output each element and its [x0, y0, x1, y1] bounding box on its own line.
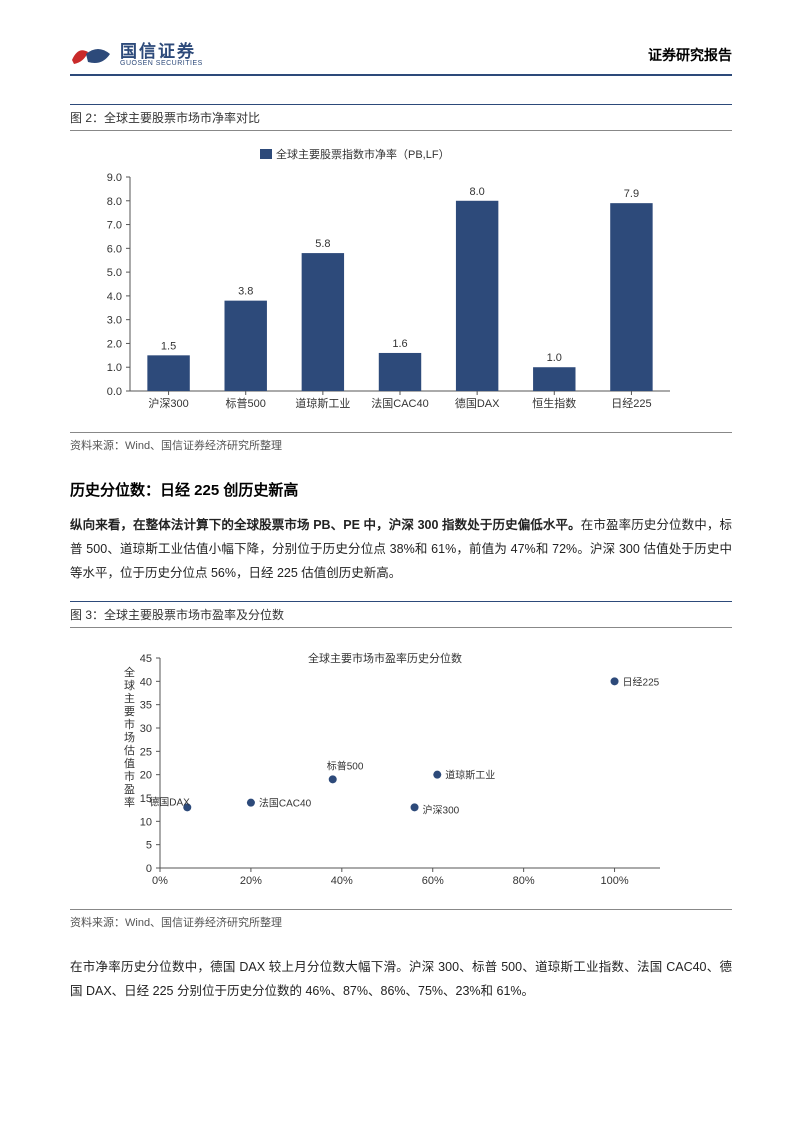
svg-text:道琼斯工业: 道琼斯工业 — [295, 396, 350, 410]
svg-text:3.8: 3.8 — [238, 286, 253, 298]
svg-text:主: 主 — [124, 692, 135, 705]
svg-text:法国CAC40: 法国CAC40 — [371, 396, 428, 410]
svg-text:值: 值 — [124, 757, 135, 770]
svg-text:日经225: 日经225 — [623, 676, 660, 689]
para-lead: 纵向来看，在整体法计算下的全球股票市场 PB、PE 中，沪深 300 指数处于历… — [70, 518, 581, 532]
svg-text:45: 45 — [140, 653, 152, 665]
svg-text:5.8: 5.8 — [315, 238, 330, 250]
svg-text:25: 25 — [140, 747, 152, 759]
svg-text:7.9: 7.9 — [624, 188, 639, 200]
svg-text:7.0: 7.0 — [107, 220, 122, 232]
svg-text:日经225: 日经225 — [611, 397, 651, 410]
svg-text:估: 估 — [124, 744, 135, 757]
svg-text:6.0: 6.0 — [107, 243, 122, 255]
svg-text:场: 场 — [124, 730, 135, 744]
svg-text:标普500: 标普500 — [327, 760, 364, 773]
svg-text:2.0: 2.0 — [107, 338, 122, 350]
svg-text:1.5: 1.5 — [161, 340, 176, 352]
svg-text:0.0: 0.0 — [107, 386, 122, 398]
svg-text:恒生指数: 恒生指数 — [532, 396, 576, 410]
svg-text:40: 40 — [140, 677, 152, 689]
svg-text:盈: 盈 — [124, 783, 135, 796]
svg-text:9.0: 9.0 — [107, 172, 122, 184]
svg-text:市: 市 — [124, 717, 135, 731]
report-type: 证券研究报告 — [648, 45, 732, 65]
svg-text:标普500: 标普500 — [226, 396, 266, 410]
svg-text:1.0: 1.0 — [547, 352, 562, 364]
svg-text:率: 率 — [124, 795, 135, 809]
fig2-chart: 全球主要股票指数市净率（PB,LF） 0.0 1.0 2.0 3.0 4.0 5.0 6.0 7… — [70, 141, 732, 426]
svg-text:80%: 80% — [513, 875, 535, 887]
svg-text:法国CAC40: 法国CAC40 — [259, 797, 312, 810]
svg-text:全球主要市场市盈率历史分位数: 全球主要市场市盈率历史分位数 — [308, 651, 462, 665]
svg-text:10: 10 — [140, 817, 152, 829]
svg-text:1.6: 1.6 — [392, 338, 407, 350]
svg-text:0%: 0% — [152, 875, 168, 887]
svg-text:1.0: 1.0 — [107, 362, 122, 374]
svg-text:8.0: 8.0 — [469, 186, 484, 198]
svg-text:5: 5 — [146, 840, 152, 852]
svg-text:20%: 20% — [240, 875, 262, 887]
svg-text:沪深300: 沪深300 — [423, 804, 460, 817]
svg-text:0: 0 — [146, 863, 152, 875]
svg-text:全: 全 — [124, 665, 135, 679]
fig2-source: 资料来源：Wind、国信证券经济研究所整理 — [70, 432, 732, 453]
brand-name-cn: 国信证券 — [120, 43, 203, 60]
brand-name-en: GUOSEN SECURITIES — [120, 60, 203, 67]
svg-text:100%: 100% — [600, 875, 628, 887]
svg-text:20: 20 — [140, 770, 152, 782]
svg-text:道琼斯工业: 道琼斯工业 — [445, 769, 495, 782]
svg-text:4.0: 4.0 — [107, 291, 122, 303]
fig3-source: 资料来源：Wind、国信证券经济研究所整理 — [70, 909, 732, 930]
svg-text:35: 35 — [140, 700, 152, 712]
svg-text:40%: 40% — [331, 875, 353, 887]
logo-icon — [70, 40, 112, 70]
svg-text:全球主要股票指数市净率（PB,LF）: 全球主要股票指数市净率（PB,LF） — [276, 147, 450, 161]
fig3-chart: 全球主要市场市盈率历史分位数全球主要市场估值市盈率051015202530354… — [70, 638, 732, 903]
brand-logo: 国信证券 GUOSEN SECURITIES — [70, 40, 203, 70]
fig2-title: 图 2：全球主要股票市场市净率对比 — [70, 104, 732, 131]
svg-text:德国DAX: 德国DAX — [455, 396, 500, 410]
svg-text:8.0: 8.0 — [107, 196, 122, 208]
svg-text:市: 市 — [124, 769, 135, 783]
svg-text:3.0: 3.0 — [107, 315, 122, 327]
svg-text:60%: 60% — [422, 875, 444, 887]
svg-text:30: 30 — [140, 723, 152, 735]
tail-paragraph: 在市净率历史分位数中，德国 DAX 较上月分位数大幅下滑。沪深 300、标普 5… — [70, 956, 732, 1004]
section-paragraph: 纵向来看，在整体法计算下的全球股票市场 PB、PE 中，沪深 300 指数处于历… — [70, 514, 732, 585]
svg-text:球: 球 — [124, 678, 135, 692]
svg-text:5.0: 5.0 — [107, 267, 122, 279]
section-title: 历史分位数：日经 225 创历史新高 — [70, 479, 732, 500]
svg-text:沪深300: 沪深300 — [148, 396, 188, 410]
fig3-title: 图 3：全球主要股票市场市盈率及分位数 — [70, 601, 732, 628]
svg-text:要: 要 — [124, 705, 135, 718]
svg-text:德国DAX: 德国DAX — [149, 796, 190, 809]
